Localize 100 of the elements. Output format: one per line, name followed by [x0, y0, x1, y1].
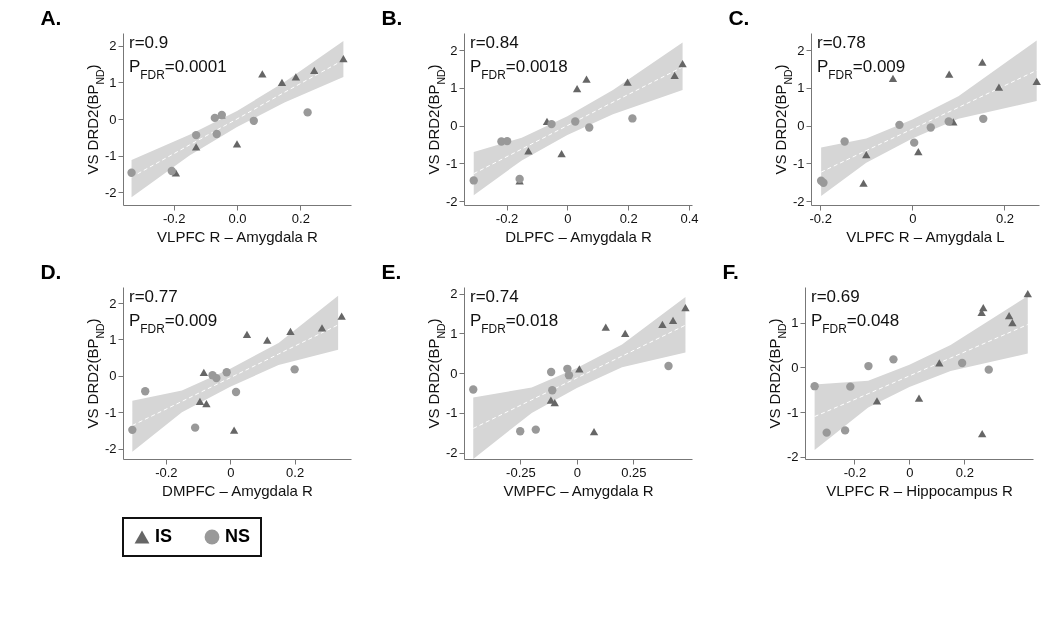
point — [914, 148, 923, 156]
point — [212, 129, 221, 139]
x-axis-title: DMPFC – Amygdala R — [162, 481, 314, 499]
point — [658, 320, 667, 328]
point — [978, 58, 987, 66]
y-tick-label: 2 — [797, 42, 805, 58]
point — [572, 84, 582, 93]
point — [810, 382, 819, 391]
y-tick-label: 0 — [791, 359, 799, 375]
point — [277, 78, 287, 87]
x-tick-label: -0.25 — [506, 464, 536, 480]
point — [994, 83, 1004, 91]
x-axis-title: VLPFC R – Amygdala L — [846, 227, 1005, 245]
point — [678, 60, 687, 68]
x-tick-label: 0.2 — [619, 210, 638, 226]
point — [872, 397, 882, 405]
point — [859, 179, 868, 187]
point — [895, 120, 904, 130]
point — [935, 359, 944, 367]
point — [291, 73, 301, 81]
y-tick-label: -2 — [445, 193, 458, 209]
y-tick-label: 1 — [450, 325, 458, 341]
point — [585, 123, 594, 132]
y-tick-label: 0 — [450, 118, 458, 134]
line-series — [814, 324, 1029, 418]
point — [516, 427, 525, 436]
point — [984, 365, 993, 374]
annotation: r=0.74 — [470, 287, 519, 306]
point — [337, 312, 346, 320]
point — [469, 176, 478, 185]
y-tick-label: -1 — [104, 148, 117, 164]
point — [601, 323, 610, 331]
x-tick-label: 0.25 — [621, 464, 647, 480]
point — [190, 423, 200, 432]
y-tick-label: 1 — [797, 80, 805, 96]
annotation: r=0.9 — [129, 33, 169, 52]
y-tick-label: 0 — [109, 368, 117, 384]
point — [840, 137, 849, 146]
y-tick-label: -2 — [104, 184, 117, 200]
point — [664, 361, 673, 371]
point — [195, 397, 205, 406]
x-tick-label: -0.2 — [843, 464, 867, 480]
point — [127, 168, 136, 177]
y-tick-label: 0 — [109, 111, 117, 127]
point — [914, 394, 924, 402]
y-tick-label: 2 — [450, 42, 458, 58]
point — [231, 387, 241, 397]
x-tick-label: 0.2 — [955, 464, 974, 480]
point — [623, 78, 632, 86]
point — [681, 304, 690, 312]
point — [550, 398, 559, 407]
point — [621, 329, 630, 338]
y-tick-label: 1 — [109, 331, 117, 347]
point — [575, 365, 584, 373]
x-axis-title: VLPFC R – Amygdala R — [157, 227, 319, 245]
x-tick-label: 0.2 — [291, 210, 310, 226]
point — [628, 114, 637, 123]
x-tick-label: 0.0 — [228, 210, 247, 226]
point — [258, 70, 267, 78]
point — [524, 147, 533, 155]
annotation: r=0.69 — [811, 287, 860, 306]
annotation: P$_{FDR}$=0.009 — [129, 311, 218, 336]
annotation: P$_{FDR}$=0.018 — [470, 311, 559, 336]
point — [862, 151, 871, 159]
point — [249, 116, 258, 125]
y-tick-label: 2 — [109, 295, 117, 311]
point — [582, 75, 591, 83]
x-axis-title: VLPFC R – Hippocampus R — [826, 481, 1014, 499]
point — [232, 140, 242, 148]
point — [531, 425, 540, 434]
x-tick-label: 0.2 — [286, 464, 305, 480]
point — [670, 71, 679, 79]
y-tick-label: -1 — [786, 404, 799, 420]
point — [141, 387, 150, 396]
point — [1032, 77, 1041, 86]
x-tick-label: -0.2 — [155, 464, 178, 480]
legend-label: NS — [225, 526, 251, 546]
point — [846, 382, 855, 391]
x-tick-label: 0.2 — [995, 210, 1014, 226]
point — [957, 358, 967, 368]
x-tick-label: 0 — [564, 210, 572, 226]
x-axis-title: DLPFC – Amygdala R — [505, 227, 653, 245]
annotation: P$_{FDR}$=0.0001 — [129, 57, 227, 82]
annotation: P$_{FDR}$=0.0018 — [470, 57, 568, 82]
point — [212, 373, 221, 383]
point — [571, 117, 580, 126]
y-tick-label: 1 — [450, 80, 458, 96]
point — [979, 114, 988, 123]
legend-label: IS — [155, 526, 173, 546]
point — [202, 399, 211, 408]
point — [547, 119, 556, 129]
point — [1023, 290, 1032, 298]
y-tick-label: 0 — [450, 365, 458, 381]
chart-title: C. — [728, 6, 750, 29]
point — [926, 123, 935, 132]
point — [191, 130, 201, 140]
y-tick-label: 2 — [450, 286, 458, 302]
y-tick-label: -1 — [104, 404, 117, 420]
x-tick-label: -0.2 — [809, 210, 832, 226]
annotation: r=0.84 — [470, 33, 519, 52]
